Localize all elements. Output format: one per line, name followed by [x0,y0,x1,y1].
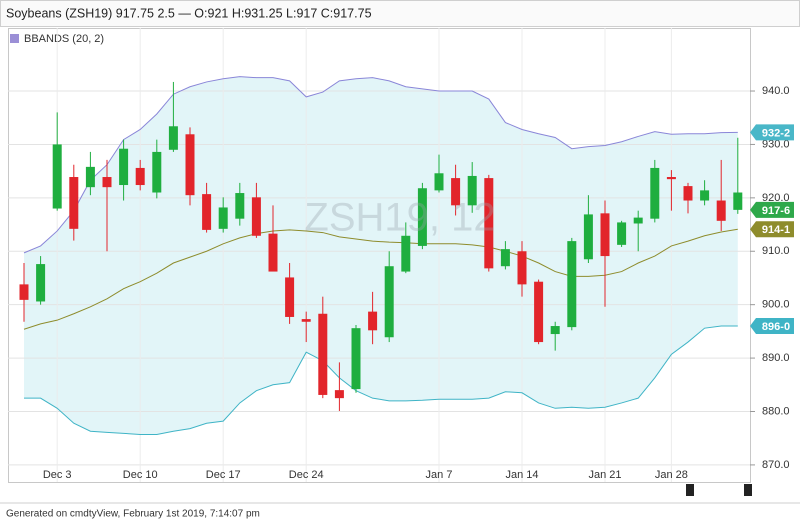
band-price-tag: 914-1 [762,224,790,236]
candle-body [550,326,560,335]
candle-body [600,213,610,257]
candle-body [318,313,328,395]
y-tick-label: 900.0 [762,299,790,311]
candle-body [185,134,195,196]
x-tick-label: Dec 24 [289,469,324,481]
candle-body [666,177,676,180]
candle-body [135,167,145,186]
candle-body [401,235,411,272]
watermark: ZSH19, 12 [304,196,495,240]
band-price-tag-bg [750,124,794,141]
candle-body [500,249,510,267]
chart-title: Soybeans (ZSH19) 917.75 2.5 — O:921 H:93… [6,6,372,20]
scroll-marker [744,484,752,496]
y-tick-label: 930.0 [762,138,790,150]
candle-body [152,151,162,193]
candle-body [351,328,361,390]
candle-body [451,178,461,206]
x-tick-label: Dec 17 [206,469,241,481]
y-tick-label: 870.0 [762,459,790,471]
scroll-marker [686,484,694,496]
x-tick-label: Dec 3 [43,469,72,481]
candle-body [251,197,261,236]
candle-body [384,266,394,338]
y-tick-label: 910.0 [762,245,790,257]
candle-body [102,177,112,188]
x-tick-label: Jan 28 [655,469,688,481]
title-bar [0,0,800,27]
x-tick-label: Jan 14 [505,469,538,481]
band-area [24,76,738,435]
candle-body [85,166,95,188]
candle-body [285,277,295,317]
plot-area [8,28,750,482]
band-price-tag-bg [750,221,794,238]
candle-body [52,144,62,209]
candle-body [301,319,311,322]
legend-swatch [10,34,19,43]
candle-body [168,126,178,150]
x-tick-label: Dec 10 [123,469,158,481]
candle-body [650,167,660,219]
candle-body [417,188,427,246]
band-line [23,76,738,254]
candle-body [268,233,278,272]
candle-body [368,311,378,331]
candle-body [534,281,544,343]
candle-body [69,177,79,229]
y-tick-label: 880.0 [762,405,790,417]
last-price-tag: 917-6 [762,205,790,217]
candle-body [583,214,593,260]
candle-body [119,148,129,186]
candle-body [235,193,245,219]
band-price-tag: 896-0 [762,321,790,333]
candle-body [202,194,212,230]
candle-body [683,186,693,201]
band-price-tag: 932-2 [762,127,790,139]
band-line [23,228,738,330]
candle-body [517,251,527,285]
candle-body [36,264,46,302]
candle-body [334,390,344,399]
candle-body [567,241,577,328]
candle-body [716,200,726,221]
candle-body [467,175,477,206]
candle-body [633,217,643,224]
y-tick-label: 940.0 [762,85,790,97]
candle-body [484,178,494,269]
band-line [24,325,738,435]
y-tick-label: 890.0 [762,352,790,364]
legend-label: BBANDS (20, 2) [24,33,104,45]
last-price-tag-bg [750,201,794,218]
x-tick-label: Jan 21 [588,469,621,481]
plot-frame [8,28,751,483]
candle-body [19,284,29,300]
band-price-tag-bg [750,318,794,335]
footer: Generated on cmdtyView, February 1st 201… [6,509,260,520]
candle-body [434,173,444,191]
candle-body [617,222,627,245]
y-tick-label: 920.0 [762,192,790,204]
x-tick-label: Jan 7 [426,469,453,481]
candle-body [700,190,710,201]
candle-body [733,192,743,210]
candle-body [218,207,228,229]
